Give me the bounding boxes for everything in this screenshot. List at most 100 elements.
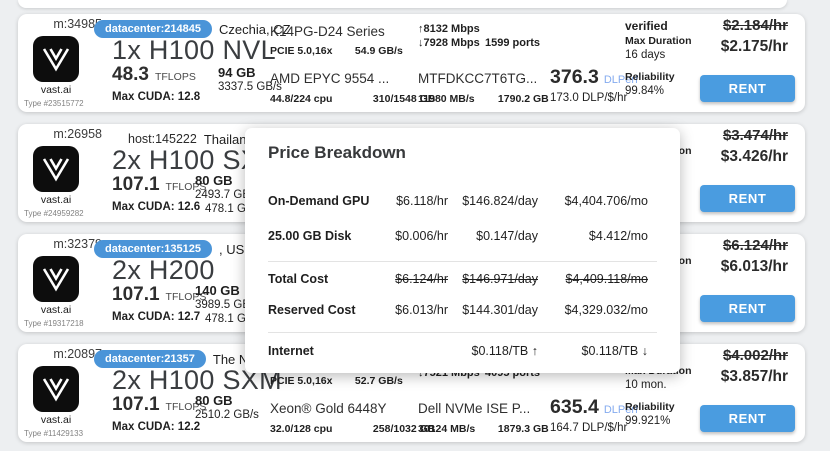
vram-bandwidth: 2493.7 GB/s [195,189,259,201]
popup-row-reserved-cost: Reserved Cost $6.013/hr $144.301/day $4,… [268,303,648,317]
pcie-bandwidth: 52.7 GB/s [354,375,403,387]
vram-size: 140 GB [195,283,240,298]
vram-size: 80 GB [195,173,233,188]
vastai-brand-label: vast.ai [40,304,72,316]
machine-id: m:20897 [53,347,102,361]
machine-id: m:26958 [53,127,102,141]
vram-bandwidth: 2510.2 GB/s [195,409,259,421]
price-original: $2.184/hr [722,17,788,34]
disk-size: 1790.2 GB [497,93,549,105]
tflops-unit-label: TFLOPS [165,401,207,413]
vram-bandwidth: 3337.5 GB/s [218,81,282,93]
vastai-logo-icon [33,146,79,192]
vram-block: 94 GB 3337.5 GB/s [218,66,338,94]
gpu-name: 2x H200 [112,255,215,285]
rent-button[interactable]: RENT [700,75,795,102]
dlperf-per-dollar: 164.7 DLP/$/hr [550,422,628,434]
host-location-row: datacenter:214845 Czechia, CZ [94,19,291,39]
cpu-name: Xeon® Gold 6448Y [270,401,387,416]
tflops-row: 107.1 TFLOPS [112,284,206,306]
offer-type-id: Type #23515772 [24,99,84,108]
location-label: Czechia, CZ [219,21,291,37]
tflops-row: 107.1 TFLOPS [112,394,206,416]
price-breakdown-popup: Price Breakdown On-Demand GPU $6.118/hr … [245,128,680,373]
price-current: $3.426/hr [720,148,788,165]
motherboard-name: K14PG-D24 Series [270,24,385,39]
popup-divider [268,261,657,262]
popup-monthly-value: $4,404.706/mo [564,194,648,208]
pcie-bandwidth: 54.9 GB/s [354,45,403,57]
popup-hourly-value [368,344,448,358]
popup-hourly-value: $6.013/hr [395,303,448,317]
popup-daily-value: $146.971/day [462,272,538,286]
tflops-value: 48.3 [112,64,149,85]
download-speed: ↓7928 Mbps [418,37,480,49]
dlperf-row: 635.4 DLPerf [550,396,638,419]
popup-row-on-demand: On-Demand GPU $6.118/hr $146.824/day $4,… [268,194,648,208]
dlperf-label: DLPerf [603,404,639,416]
host-location-row: datacenter:135125 , US [94,239,244,259]
machine-id: m:32379 [53,237,102,251]
vastai-brand-label: vast.ai [40,194,72,206]
datacenter-badge[interactable]: datacenter:135125 [94,240,213,258]
price-original: $4.002/hr [722,347,788,364]
popup-row-label: On-Demand GPU [268,194,370,208]
price-current: $3.857/hr [720,368,788,385]
popup-monthly-value: $4.412/mo [588,229,648,243]
disk-stats-row: 11980 MB/s 1790.2 GB [418,93,549,105]
max-cuda-label: Max CUDA: 12.7 [112,311,201,323]
popup-internet-down-value: $0.118/TB ↓ [581,344,648,358]
gpu-name: 1x H100 NVL [112,35,276,65]
max-duration-label: Max Duration [625,35,692,47]
reliability-value: 99.921% [625,415,671,427]
pcie-version: PCIE 5.0,16x [270,375,333,387]
vastai-logo-icon [33,366,79,412]
tflops-unit-label: TFLOPS [154,71,196,83]
vram-block: 80 GB 2493.7 GB/s 478.1 GB/s [195,174,315,216]
max-cuda-label: Max CUDA: 12.8 [112,91,201,103]
reliability-value: 99.84% [625,85,665,97]
popup-daily-value: $146.824/day [462,194,538,208]
vram-size: 80 GB [195,393,233,408]
upload-speed: ↑8132 Mbps [418,23,480,35]
tflops-unit-label: TFLOPS [165,291,207,303]
dlperf-value: 376.3 [550,66,599,88]
tflops-value: 107.1 [112,174,160,195]
rent-button[interactable]: RENT [700,295,795,322]
cpu-stats-row: 44.8/224 cpu 310/1548 GB [270,93,435,105]
popup-row-disk: 25.00 GB Disk $0.006/hr $0.147/day $4.41… [268,229,648,243]
offer-type-id: Type #19317218 [24,319,84,328]
datacenter-badge[interactable]: datacenter:214845 [94,20,213,38]
verified-badge: verified [625,19,668,33]
rent-button[interactable]: RENT [700,185,795,212]
datacenter-badge[interactable]: datacenter:21357 [94,350,206,368]
pcie-row: PCIE 5.0,16x 52.7 GB/s [270,375,403,387]
dlperf-row: 376.3 DLPerf [550,66,638,89]
offer-type-id: Type #11429133 [24,429,84,438]
popup-hourly-value: $6.118/hr [396,194,448,208]
max-cuda-label: Max CUDA: 12.2 [112,421,201,433]
reliability-label: Reliability [625,401,675,413]
price-original: $3.474/hr [722,127,788,144]
reliability-label: Reliability [625,71,675,83]
dlperf-value: 635.4 [550,396,599,418]
popup-row-internet: Internet $0.118/TB ↑ $0.118/TB ↓ [268,344,648,358]
dlperf-per-dollar: 173.0 DLP/$/hr [550,92,628,104]
popup-row-total-cost: Total Cost $6.124/hr $146.971/day $4,409… [268,272,648,286]
popup-title: Price Breakdown [268,143,406,162]
vastai-logo-icon [33,36,79,82]
popup-divider [268,332,657,333]
ports-count: 1599 ports [485,37,541,49]
disk-name: Dell NVMe ISE P... [418,401,531,416]
price-original: $6.124/hr [722,237,788,254]
ram-amount: 310/1548 GB [372,93,436,105]
popup-internet-up-value: $0.118/TB ↑ [471,344,538,358]
popup-hourly-value: $6.124/hr [395,272,448,286]
previous-card-edge [18,0,787,8]
disk-bandwidth: 30124 MB/s [418,423,476,435]
disk-stats-row: 30124 MB/s 1879.3 GB [418,423,549,435]
tflops-row: 107.1 TFLOPS [112,174,206,196]
offer-card[interactable]: m:34985 vast.ai Type #23515772 datacente… [18,14,805,112]
rent-button[interactable]: RENT [700,405,795,432]
disk-size: 1879.3 GB [497,423,549,435]
